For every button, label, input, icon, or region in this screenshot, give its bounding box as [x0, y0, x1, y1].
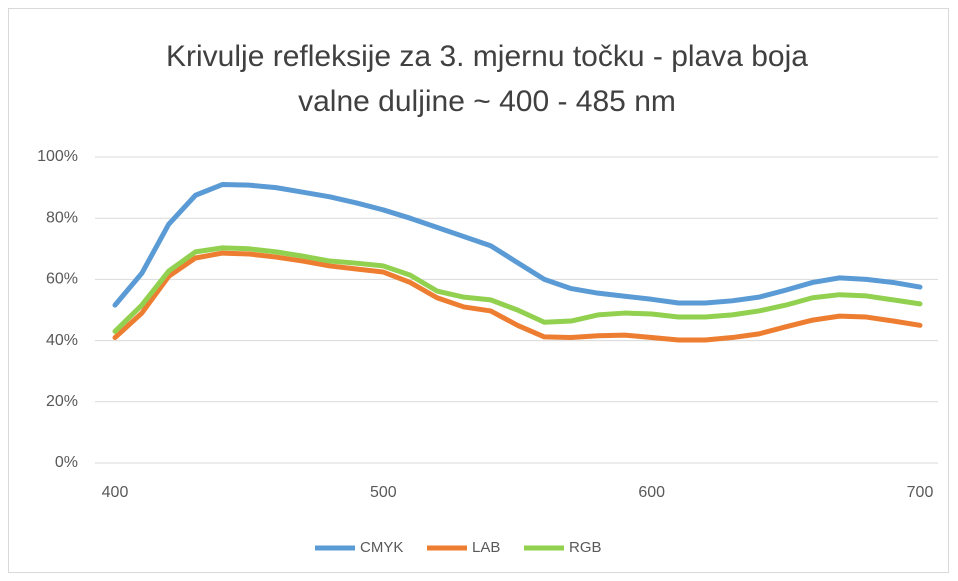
series-line — [112, 245, 923, 334]
legend-label: LAB — [472, 539, 500, 556]
y-tick-label: 80% — [46, 209, 78, 226]
x-tick-label: 400 — [102, 484, 129, 501]
y-tick-label: 0% — [55, 454, 78, 471]
x-tick-label: 700 — [907, 484, 934, 501]
legend-label: CMYK — [360, 539, 403, 556]
y-tick-label: 20% — [46, 393, 78, 410]
series-line — [112, 250, 923, 343]
chart-title: valne duljine ~ 400 - 485 nm — [298, 85, 676, 118]
y-tick-label: 40% — [46, 332, 78, 349]
y-tick-label: 100% — [37, 148, 78, 165]
series-line — [112, 182, 923, 308]
y-tick-label: 60% — [46, 271, 78, 288]
chart-title: Krivulje refleksije za 3. mjernu točku -… — [166, 40, 808, 73]
x-tick-label: 500 — [370, 484, 397, 501]
legend-label: RGB — [569, 539, 602, 556]
x-tick-label: 600 — [638, 484, 665, 501]
